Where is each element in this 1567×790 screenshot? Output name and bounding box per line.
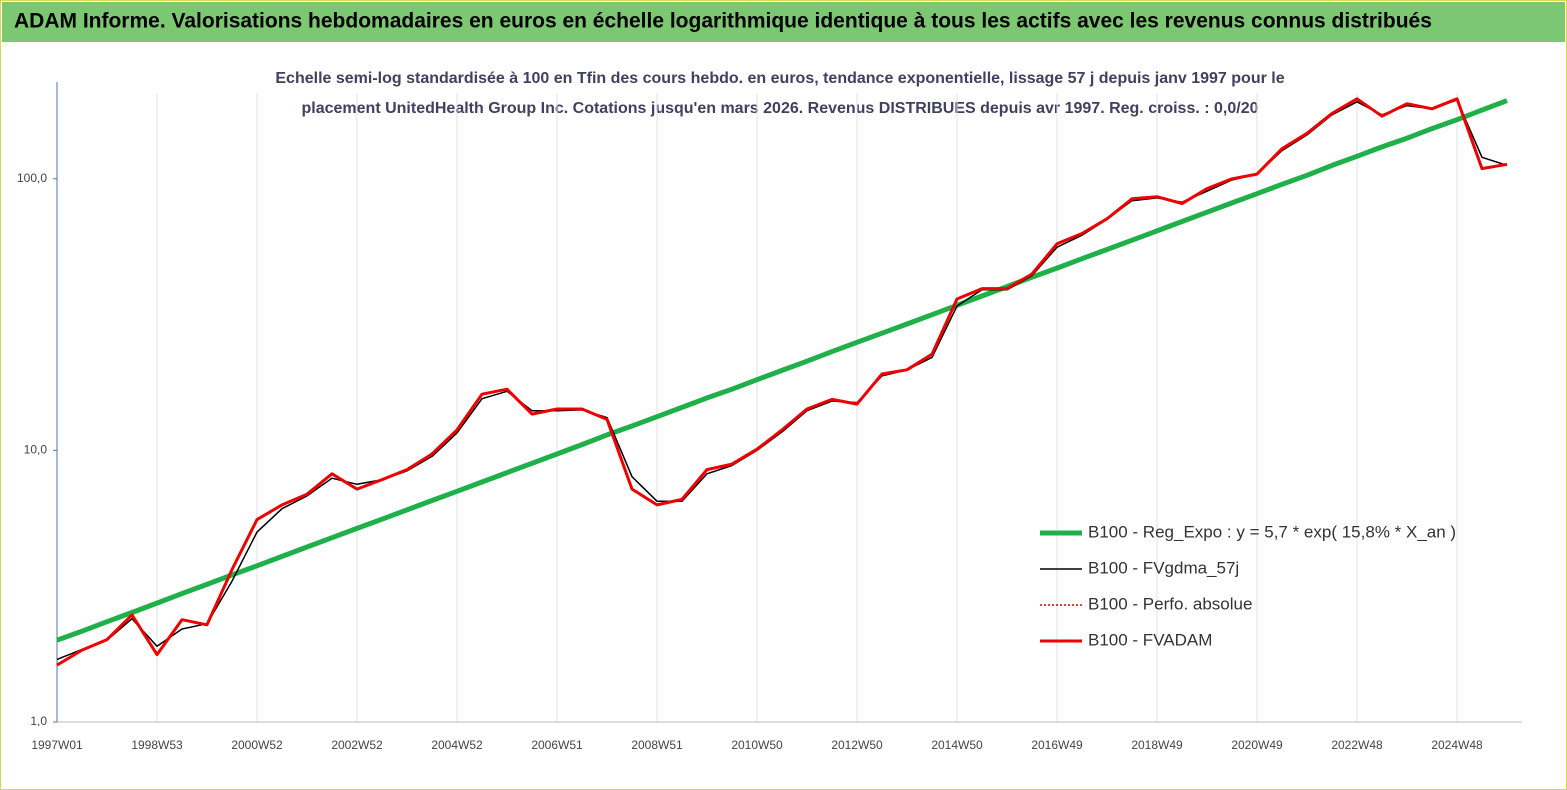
x-tick-label: 2010W50 xyxy=(731,738,783,752)
legend-label: B100 - Perfo. absolue xyxy=(1088,594,1252,613)
series-line xyxy=(56,98,1508,643)
x-tick-label: 2000W52 xyxy=(231,738,283,752)
y-tick-label: 1,0 xyxy=(30,714,47,728)
x-tick-label: 2008W51 xyxy=(631,738,683,752)
legend-label: B100 - FVgdma_57j xyxy=(1088,558,1239,577)
x-tick-label: 1997W01 xyxy=(31,738,83,752)
legend-label: B100 - Reg_Expo : y = 5,7 * exp( 15,8% *… xyxy=(1088,522,1456,541)
x-tick-label: 2018W49 xyxy=(1131,738,1183,752)
y-tick-label: 10,0 xyxy=(24,443,48,457)
x-tick-label: 2024W48 xyxy=(1431,738,1483,752)
x-tick-label: 2004W52 xyxy=(431,738,483,752)
subtitle: Echelle semi-log standardisée à 100 en T… xyxy=(275,70,1284,87)
x-tick-label: 2014W50 xyxy=(931,738,983,752)
legend-label: B100 - FVADAM xyxy=(1088,630,1212,649)
y-tick-label: 100,0 xyxy=(17,171,47,185)
chart-title: ADAM Informe. Valorisations hebdomadaire… xyxy=(14,10,1432,33)
x-tick-label: 1998W53 xyxy=(131,738,183,752)
x-tick-label: 2012W50 xyxy=(831,738,883,752)
x-tick-label: 2020W49 xyxy=(1231,738,1283,752)
series-line xyxy=(56,97,1508,667)
x-tick-label: 2016W49 xyxy=(1031,738,1083,752)
x-tick-label: 2022W48 xyxy=(1331,738,1383,752)
x-tick-label: 2002W52 xyxy=(331,738,383,752)
x-tick-label: 2006W51 xyxy=(531,738,583,752)
title-bar xyxy=(2,2,1565,42)
subtitle: placement UnitedHealth Group Inc. Cotati… xyxy=(302,100,1259,117)
